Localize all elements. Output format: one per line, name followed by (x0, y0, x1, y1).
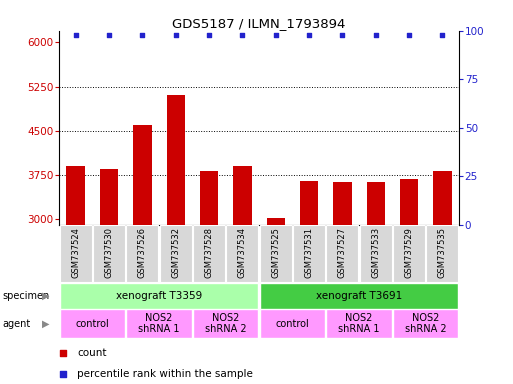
Text: GSM737524: GSM737524 (71, 227, 80, 278)
Text: GSM737526: GSM737526 (138, 227, 147, 278)
Text: GSM737532: GSM737532 (171, 227, 180, 278)
Point (71, 31, 80, 38)
Text: control: control (75, 318, 109, 329)
Bar (333, 182, 351, 384)
Bar (200, 170, 218, 384)
Point (291, 290, 300, 296)
Bar (293, 225, 325, 282)
Bar (226, 225, 259, 282)
Point (271, 31, 280, 38)
Bar (426, 225, 459, 282)
Bar (193, 225, 225, 282)
Bar (300, 180, 318, 384)
Bar (393, 225, 425, 282)
Text: GSM737527: GSM737527 (338, 227, 347, 278)
Bar (60, 283, 259, 309)
Point (171, 31, 180, 38)
Text: GSM737534: GSM737534 (238, 227, 247, 278)
Text: GSM737528: GSM737528 (205, 227, 213, 278)
Text: xenograft T3691: xenograft T3691 (316, 291, 402, 301)
Title: GDS5187 / ILMN_1793894: GDS5187 / ILMN_1793894 (172, 17, 346, 30)
Bar (100, 169, 118, 384)
Text: specimen: specimen (3, 291, 50, 301)
Bar (433, 170, 451, 384)
Bar (260, 225, 292, 282)
Text: percentile rank within the sample: percentile rank within the sample (77, 369, 253, 379)
Text: NOS2
shRNA 1: NOS2 shRNA 1 (139, 313, 180, 334)
Text: GSM737525: GSM737525 (271, 227, 280, 278)
Bar (393, 309, 459, 338)
Point (138, 31, 146, 38)
Text: GSM737533: GSM737533 (371, 227, 380, 278)
Bar (367, 182, 385, 384)
Point (438, 31, 446, 38)
Bar (260, 283, 459, 309)
Point (371, 31, 380, 38)
Point (238, 31, 246, 38)
Bar (193, 309, 259, 338)
Point (405, 31, 413, 38)
Bar (160, 225, 192, 282)
Text: ▶: ▶ (42, 291, 50, 301)
Point (291, 98, 300, 104)
Bar (67, 166, 85, 384)
Point (305, 31, 313, 38)
Bar (126, 225, 159, 282)
Bar (93, 225, 125, 282)
Text: NOS2
shRNA 2: NOS2 shRNA 2 (405, 313, 447, 334)
Text: NOS2
shRNA 1: NOS2 shRNA 1 (339, 313, 380, 334)
Bar (60, 309, 125, 338)
Text: GSM737529: GSM737529 (405, 227, 413, 278)
Text: xenograft T3359: xenograft T3359 (116, 291, 202, 301)
Bar (167, 95, 185, 384)
Text: GSM737531: GSM737531 (305, 227, 313, 278)
Text: GSM737535: GSM737535 (438, 227, 447, 278)
Text: agent: agent (3, 318, 31, 329)
Point (105, 31, 113, 38)
Text: ▶: ▶ (42, 318, 50, 329)
Bar (400, 179, 418, 384)
Bar (326, 225, 359, 282)
Bar (260, 309, 325, 338)
Bar (126, 309, 192, 338)
Bar (233, 166, 251, 384)
Point (338, 31, 346, 38)
Text: count: count (77, 348, 107, 358)
Bar (326, 309, 392, 338)
Bar (133, 125, 151, 384)
Point (205, 31, 213, 38)
Text: control: control (275, 318, 309, 329)
Bar (267, 218, 285, 384)
Text: NOS2
shRNA 2: NOS2 shRNA 2 (205, 313, 247, 334)
Text: GSM737530: GSM737530 (105, 227, 113, 278)
Bar (360, 225, 392, 282)
Bar (60, 225, 92, 282)
